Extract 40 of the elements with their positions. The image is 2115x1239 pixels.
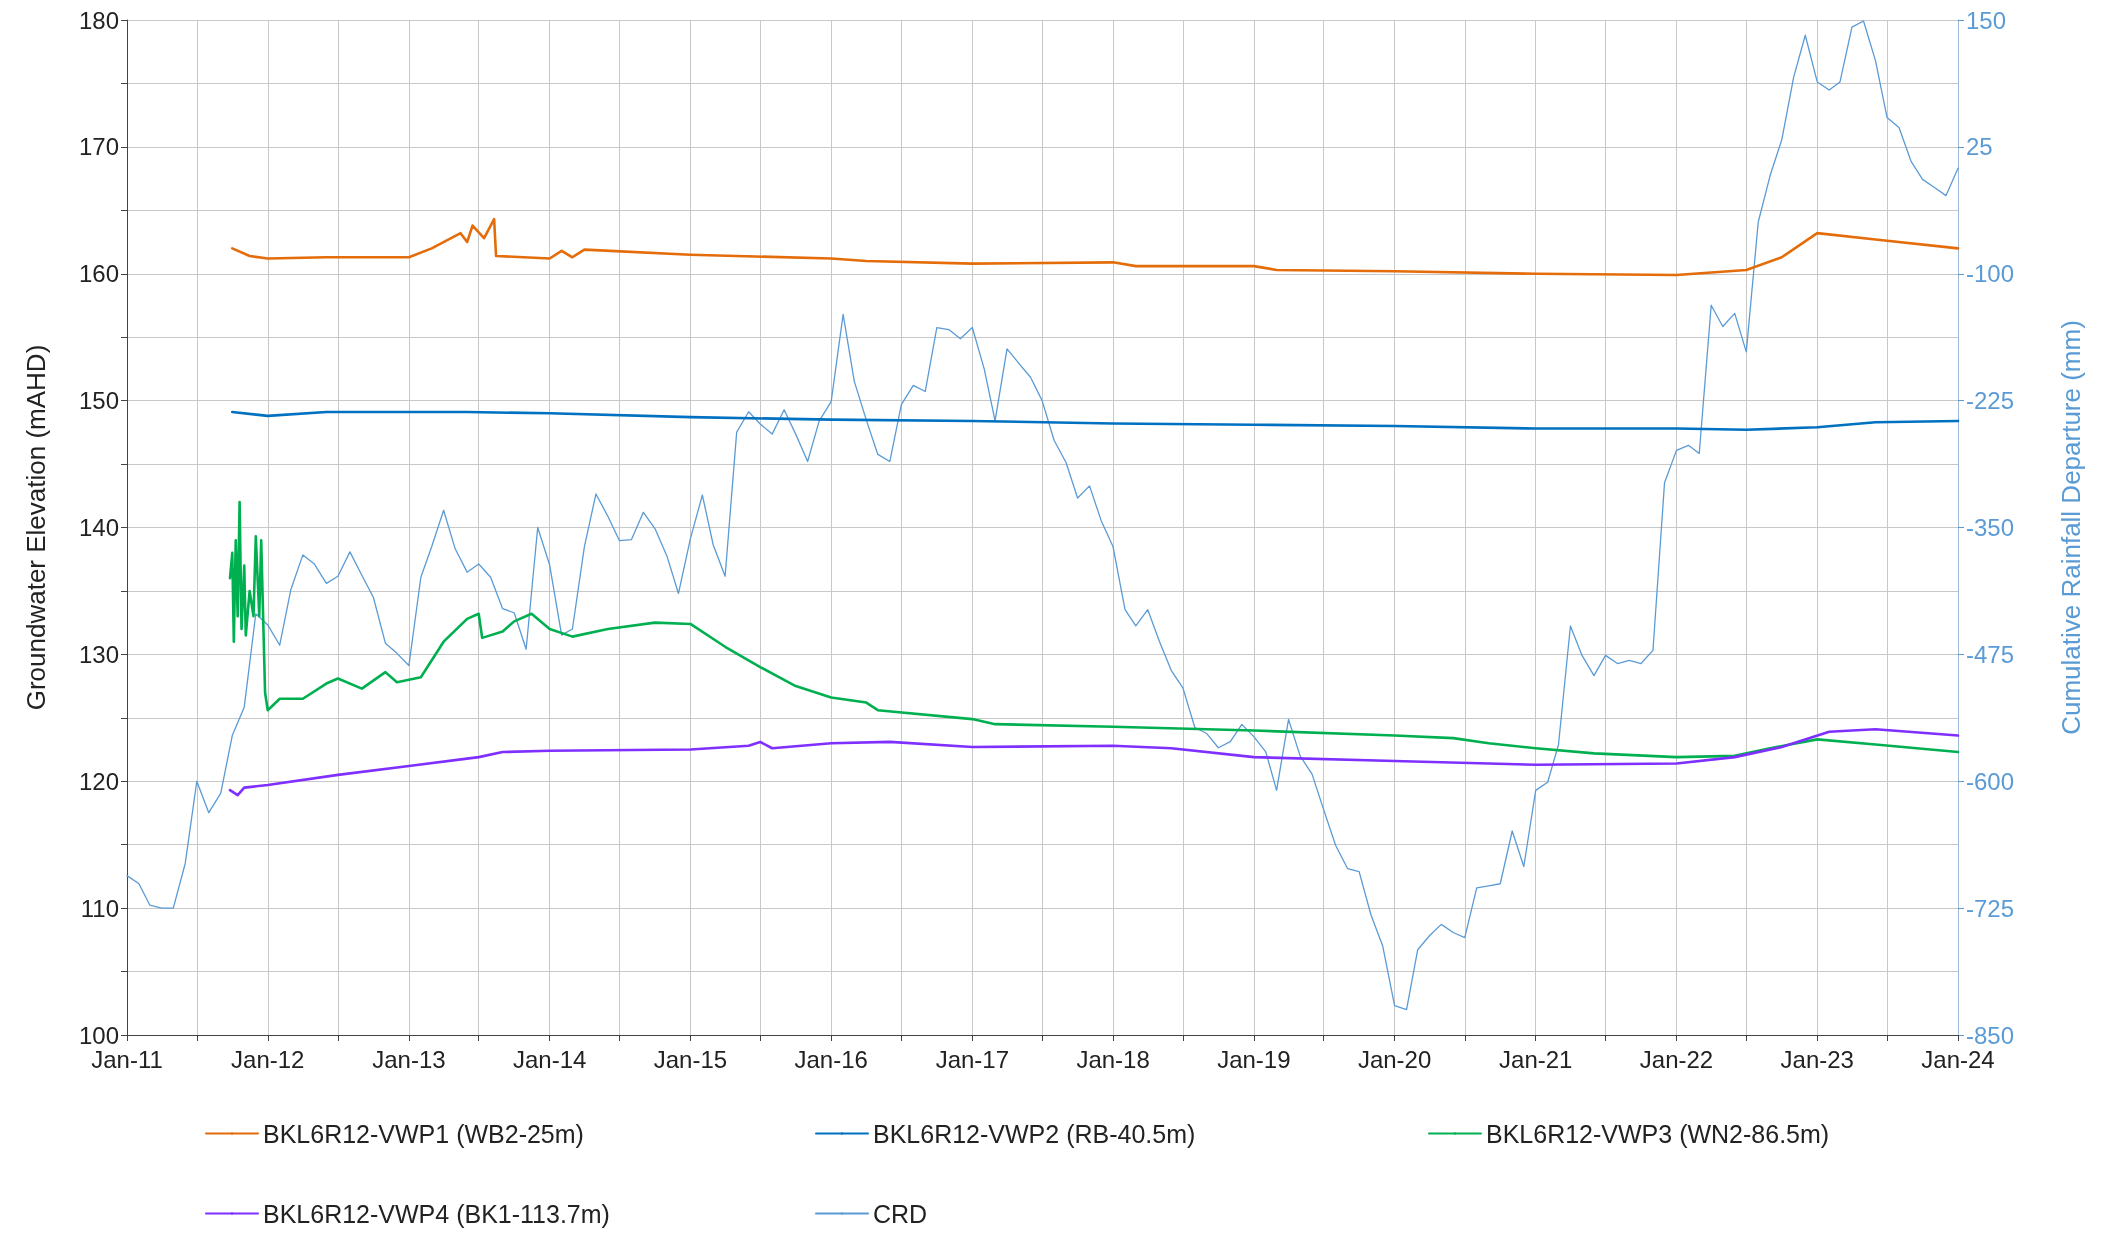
x-tick-label: Jan-16 [794,1045,868,1073]
x-tick-label: Jan-19 [1217,1045,1291,1073]
legend-label: BKL6R12-VWP2 (RB-40.5m) [873,1119,1196,1148]
y-tick-label: 180 [78,6,119,34]
x-tick-label: Jan-15 [653,1045,728,1073]
legend-label: BKL6R12-VWP4 (BK1-113.7m) [263,1199,610,1228]
line-series [230,217,1960,277]
x-tick-label: Jan-17 [935,1045,1010,1073]
y-tick-label: 120 [78,767,119,795]
y2-tick-label: -100 [1966,260,2015,288]
line-series [230,410,1960,432]
y-tick-label: 150 [78,387,119,415]
y2-tick-label: -350 [1966,514,2015,541]
x-tick-label: Jan-22 [1639,1045,1714,1073]
y-tick-label: 130 [78,640,119,668]
y2-tick-label: -600 [1966,767,2015,795]
y2-axis-title: Cumulative Rainfall Departure (mm) [2056,320,2086,735]
x-tick-label: Jan-18 [1076,1045,1150,1073]
y2-tick-label: -225 [1966,387,2015,415]
x-tick-label: Jan-13 [372,1045,446,1073]
x-tick-label: Jan-12 [231,1045,305,1073]
y-tick-label: 160 [78,260,119,288]
legend-label: BKL6R12-VWP1 (WB2-25m) [263,1119,584,1148]
y2-tick-label: -725 [1966,894,2015,922]
legend-label: CRD [873,1199,928,1228]
x-tick-label: Jan-23 [1780,1045,1854,1073]
x-tick-label: Jan-14 [512,1045,587,1073]
y2-tick-label: 150 [1966,6,2007,34]
line-series [126,20,1959,1011]
y-tick-label: 140 [78,514,119,541]
y2-tick-label: -475 [1966,640,2015,668]
line-series [228,727,1960,797]
x-tick-label: Jan-20 [1357,1045,1432,1073]
y2-tick-label: 25 [1966,133,1993,161]
legend-label: BKL6R12-VWP3 (WN2-86.5m) [1486,1119,1830,1148]
line-series [228,500,1960,759]
y-tick-label: 110 [80,894,119,922]
x-tick-label: Jan-21 [1499,1045,1573,1073]
y-axis-title: Groundwater Elevation (mAHD) [21,344,51,711]
y-tick-label: 170 [78,133,119,161]
